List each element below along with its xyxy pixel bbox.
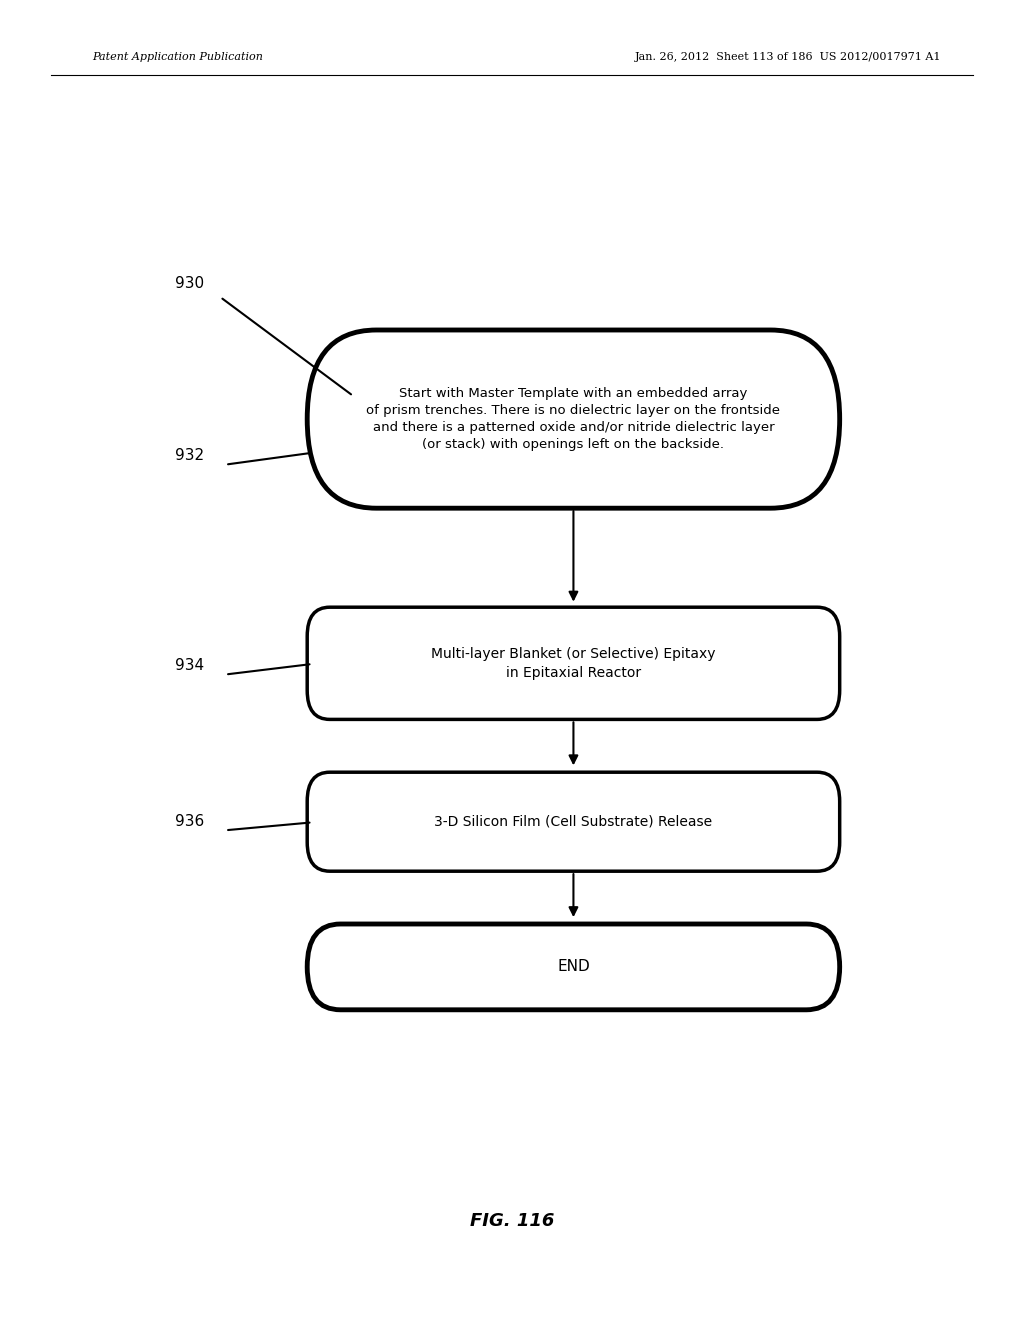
FancyBboxPatch shape xyxy=(307,607,840,719)
Text: 934: 934 xyxy=(175,657,204,673)
Text: 3-D Silicon Film (Cell Substrate) Release: 3-D Silicon Film (Cell Substrate) Releas… xyxy=(434,814,713,829)
FancyBboxPatch shape xyxy=(307,330,840,508)
Text: 936: 936 xyxy=(175,813,204,829)
Text: Jan. 26, 2012  Sheet 113 of 186  US 2012/0017971 A1: Jan. 26, 2012 Sheet 113 of 186 US 2012/0… xyxy=(635,51,941,62)
FancyBboxPatch shape xyxy=(307,772,840,871)
Text: Start with Master Template with an embedded array
of prism trenches. There is no: Start with Master Template with an embed… xyxy=(367,387,780,451)
Text: Patent Application Publication: Patent Application Publication xyxy=(92,51,263,62)
Text: FIG. 116: FIG. 116 xyxy=(470,1212,554,1230)
Text: END: END xyxy=(557,960,590,974)
FancyBboxPatch shape xyxy=(307,924,840,1010)
Text: 932: 932 xyxy=(175,447,204,463)
Text: 930: 930 xyxy=(175,276,204,292)
Text: Multi-layer Blanket (or Selective) Epitaxy
in Epitaxial Reactor: Multi-layer Blanket (or Selective) Epita… xyxy=(431,647,716,680)
